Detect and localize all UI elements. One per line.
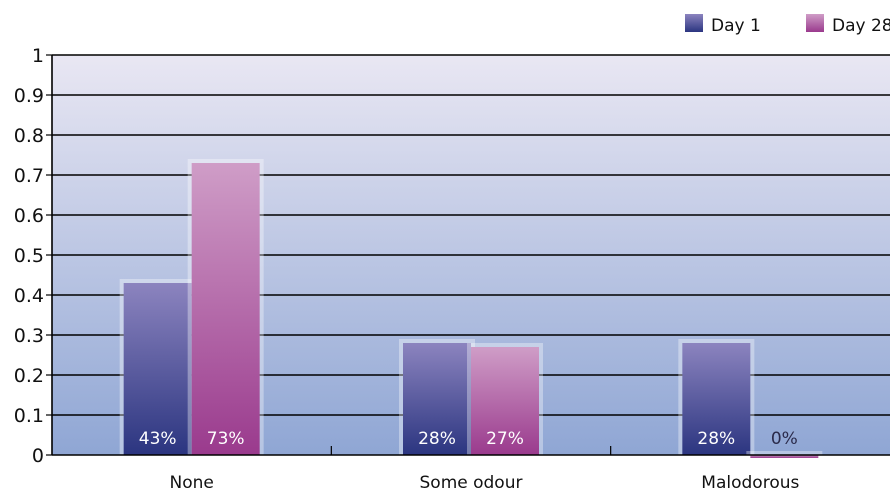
legend-swatch — [806, 14, 824, 32]
x-tick-label: None — [169, 473, 213, 493]
legend: Day 1 Day 28 — [685, 14, 890, 36]
y-tick-label: 0 — [32, 445, 44, 467]
legend-swatch — [685, 14, 703, 32]
data-label: 27% — [486, 429, 524, 449]
bar-day-1-none — [123, 283, 192, 455]
data-label: 0% — [771, 429, 798, 449]
y-tick-label: 0.6 — [14, 205, 44, 227]
legend-item-day-28: Day 28 — [806, 14, 890, 36]
bar-day-28-none — [191, 163, 260, 455]
data-label: 73% — [207, 429, 245, 449]
labels: 43% 73% 28% 27% 28% 0% — [139, 429, 798, 449]
legend-label: Day 1 — [711, 16, 761, 36]
x-tick-label: Malodorous — [701, 473, 799, 493]
data-label: 28% — [418, 429, 456, 449]
bar-day-28-some-odour — [471, 347, 539, 455]
y-tick-label: 0.4 — [14, 285, 44, 307]
x-tick-label: Some odour — [420, 473, 523, 493]
data-label: 43% — [139, 429, 177, 449]
data-label: 28% — [697, 429, 735, 449]
y-tick-label: 1 — [32, 45, 44, 67]
bars — [119, 159, 823, 458]
y-tick-label: 0.8 — [14, 125, 44, 147]
bar-day-1-malodorous — [682, 343, 751, 455]
y-tick-label: 0.3 — [14, 325, 44, 347]
y-tick-label: 0.7 — [14, 165, 44, 187]
bar-day-28-malodorous — [750, 455, 819, 458]
y-tick-label: 0.5 — [14, 245, 44, 267]
legend-item-day-1: Day 1 — [685, 14, 761, 36]
y-tick-label: 0.1 — [14, 405, 44, 427]
legend-label: Day 28 — [832, 16, 890, 36]
y-tick-label: 0.9 — [14, 85, 44, 107]
y-tick-label: 0.2 — [14, 365, 44, 387]
axes: 0 0.1 0.2 0.3 0.4 0.5 0.6 0.7 0.8 0.9 1 None Some od… — [14, 45, 890, 493]
bar-halo — [746, 451, 823, 455]
bar-day-1-some-odour — [403, 343, 471, 455]
